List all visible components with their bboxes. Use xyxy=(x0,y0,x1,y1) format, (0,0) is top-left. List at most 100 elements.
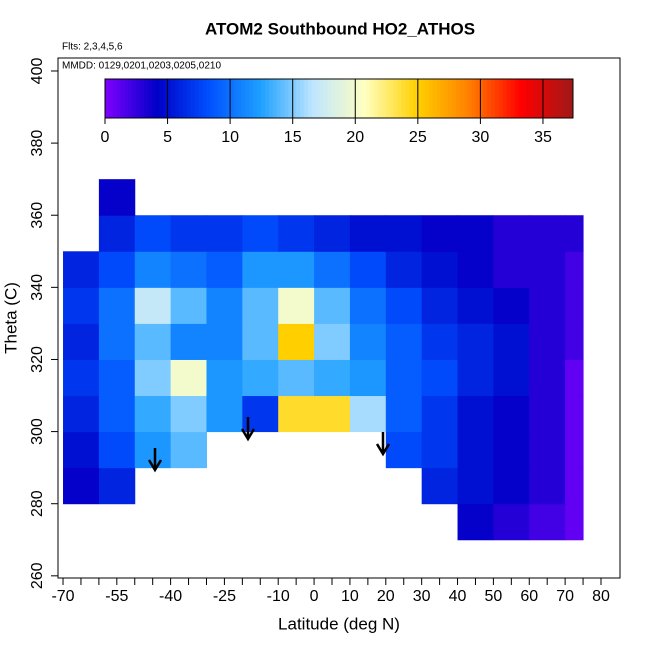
colorbar-segment xyxy=(151,79,157,118)
cell xyxy=(98,359,136,397)
cell xyxy=(278,395,315,433)
x-tick-label: 0 xyxy=(310,588,319,605)
colorbar-segment xyxy=(292,79,297,118)
cell xyxy=(457,395,494,433)
cell xyxy=(529,431,566,469)
y-tick-label: 280 xyxy=(29,490,46,517)
cell xyxy=(349,323,387,360)
cell xyxy=(134,395,172,433)
cell xyxy=(565,467,584,505)
cell xyxy=(493,467,530,505)
colorbar-segment xyxy=(448,79,453,118)
cell xyxy=(385,287,423,324)
cell xyxy=(421,323,459,360)
cell xyxy=(278,215,315,252)
cell xyxy=(493,215,530,252)
y-tick-label: 380 xyxy=(29,130,46,157)
x-tick-label: -10 xyxy=(267,588,290,605)
colorbar-segment xyxy=(144,79,149,118)
cell xyxy=(98,323,136,360)
colorbar-segment xyxy=(424,79,430,118)
colorbar-segment xyxy=(432,79,437,118)
colorbar-segment xyxy=(225,79,231,118)
colorbar-segment xyxy=(565,79,570,118)
colorbar-segment xyxy=(194,79,200,118)
cell xyxy=(134,215,172,252)
colorbar-segment xyxy=(526,79,531,118)
cell xyxy=(565,323,584,360)
cell xyxy=(63,323,100,360)
y-tick-label: 320 xyxy=(29,346,46,373)
colorbar-segment xyxy=(241,79,246,118)
chart-title: ATOM2 Southbound HO2_ATHOS xyxy=(205,19,475,38)
y-tick-label: 360 xyxy=(29,202,46,229)
colorbar-segment xyxy=(300,79,305,118)
cell xyxy=(565,503,584,541)
colorbar-tick-label: 35 xyxy=(534,129,552,146)
cell xyxy=(63,251,100,288)
cell xyxy=(206,215,243,252)
colorbar-segment xyxy=(179,79,184,118)
x-tick-label: 70 xyxy=(556,588,574,605)
cell xyxy=(170,251,207,288)
cell xyxy=(278,251,315,288)
cell xyxy=(170,359,207,397)
cell xyxy=(349,215,387,252)
cell xyxy=(63,359,100,397)
colorbar-segment xyxy=(495,79,500,118)
plot-frame xyxy=(57,57,621,579)
cell xyxy=(278,287,315,324)
colorbar-segment xyxy=(370,79,375,118)
colorbar-segment xyxy=(366,79,371,118)
cell xyxy=(170,215,207,252)
cell xyxy=(529,251,566,288)
cell xyxy=(314,287,351,324)
x-tick-label: -40 xyxy=(159,588,182,605)
colorbar-segment xyxy=(264,79,270,118)
colorbar-segment xyxy=(393,79,398,118)
cell xyxy=(421,287,459,324)
cell xyxy=(98,467,136,505)
colorbar-segment xyxy=(553,79,558,118)
arrow xyxy=(147,448,163,473)
colorbar-tick-label: 25 xyxy=(409,129,427,146)
colorbar-segment xyxy=(147,79,153,118)
colorbar-segment xyxy=(222,79,227,118)
cell xyxy=(314,359,351,397)
colorbar-segment xyxy=(440,79,445,118)
x-tick-label: 10 xyxy=(341,588,359,605)
cell xyxy=(457,503,494,541)
cell xyxy=(206,395,243,433)
cell xyxy=(206,287,243,324)
colorbar-segment xyxy=(417,79,422,118)
cell xyxy=(242,215,279,252)
cell xyxy=(529,359,566,397)
colorbar-segment xyxy=(311,79,317,118)
y-tick-label: 300 xyxy=(29,418,46,445)
colorbar-tick-label: 5 xyxy=(163,129,172,146)
cell xyxy=(565,251,584,288)
cell xyxy=(529,467,566,505)
cell xyxy=(134,251,172,288)
y-tick-label: 400 xyxy=(29,58,46,85)
cell xyxy=(170,323,207,360)
subtitle: Flts: 2,3,4,5,6 xyxy=(62,42,123,53)
cell xyxy=(63,395,100,433)
colorbar-segment xyxy=(342,79,348,118)
colorbar-segment xyxy=(186,79,192,118)
colorbar-segment xyxy=(210,79,215,118)
colorbar-segment xyxy=(346,79,352,118)
cell xyxy=(457,251,494,288)
cell xyxy=(349,287,387,324)
colorbar-segment xyxy=(335,79,340,118)
cell xyxy=(385,215,423,252)
colorbar-segment xyxy=(397,79,402,118)
colorbar-segment xyxy=(315,79,320,118)
cell xyxy=(421,467,459,505)
colorbar-segment xyxy=(237,79,242,118)
colorbar-segment xyxy=(487,79,492,118)
colorbar-segment xyxy=(401,79,406,118)
colorbar-segment xyxy=(483,79,488,118)
colorbar-segment xyxy=(381,79,387,118)
